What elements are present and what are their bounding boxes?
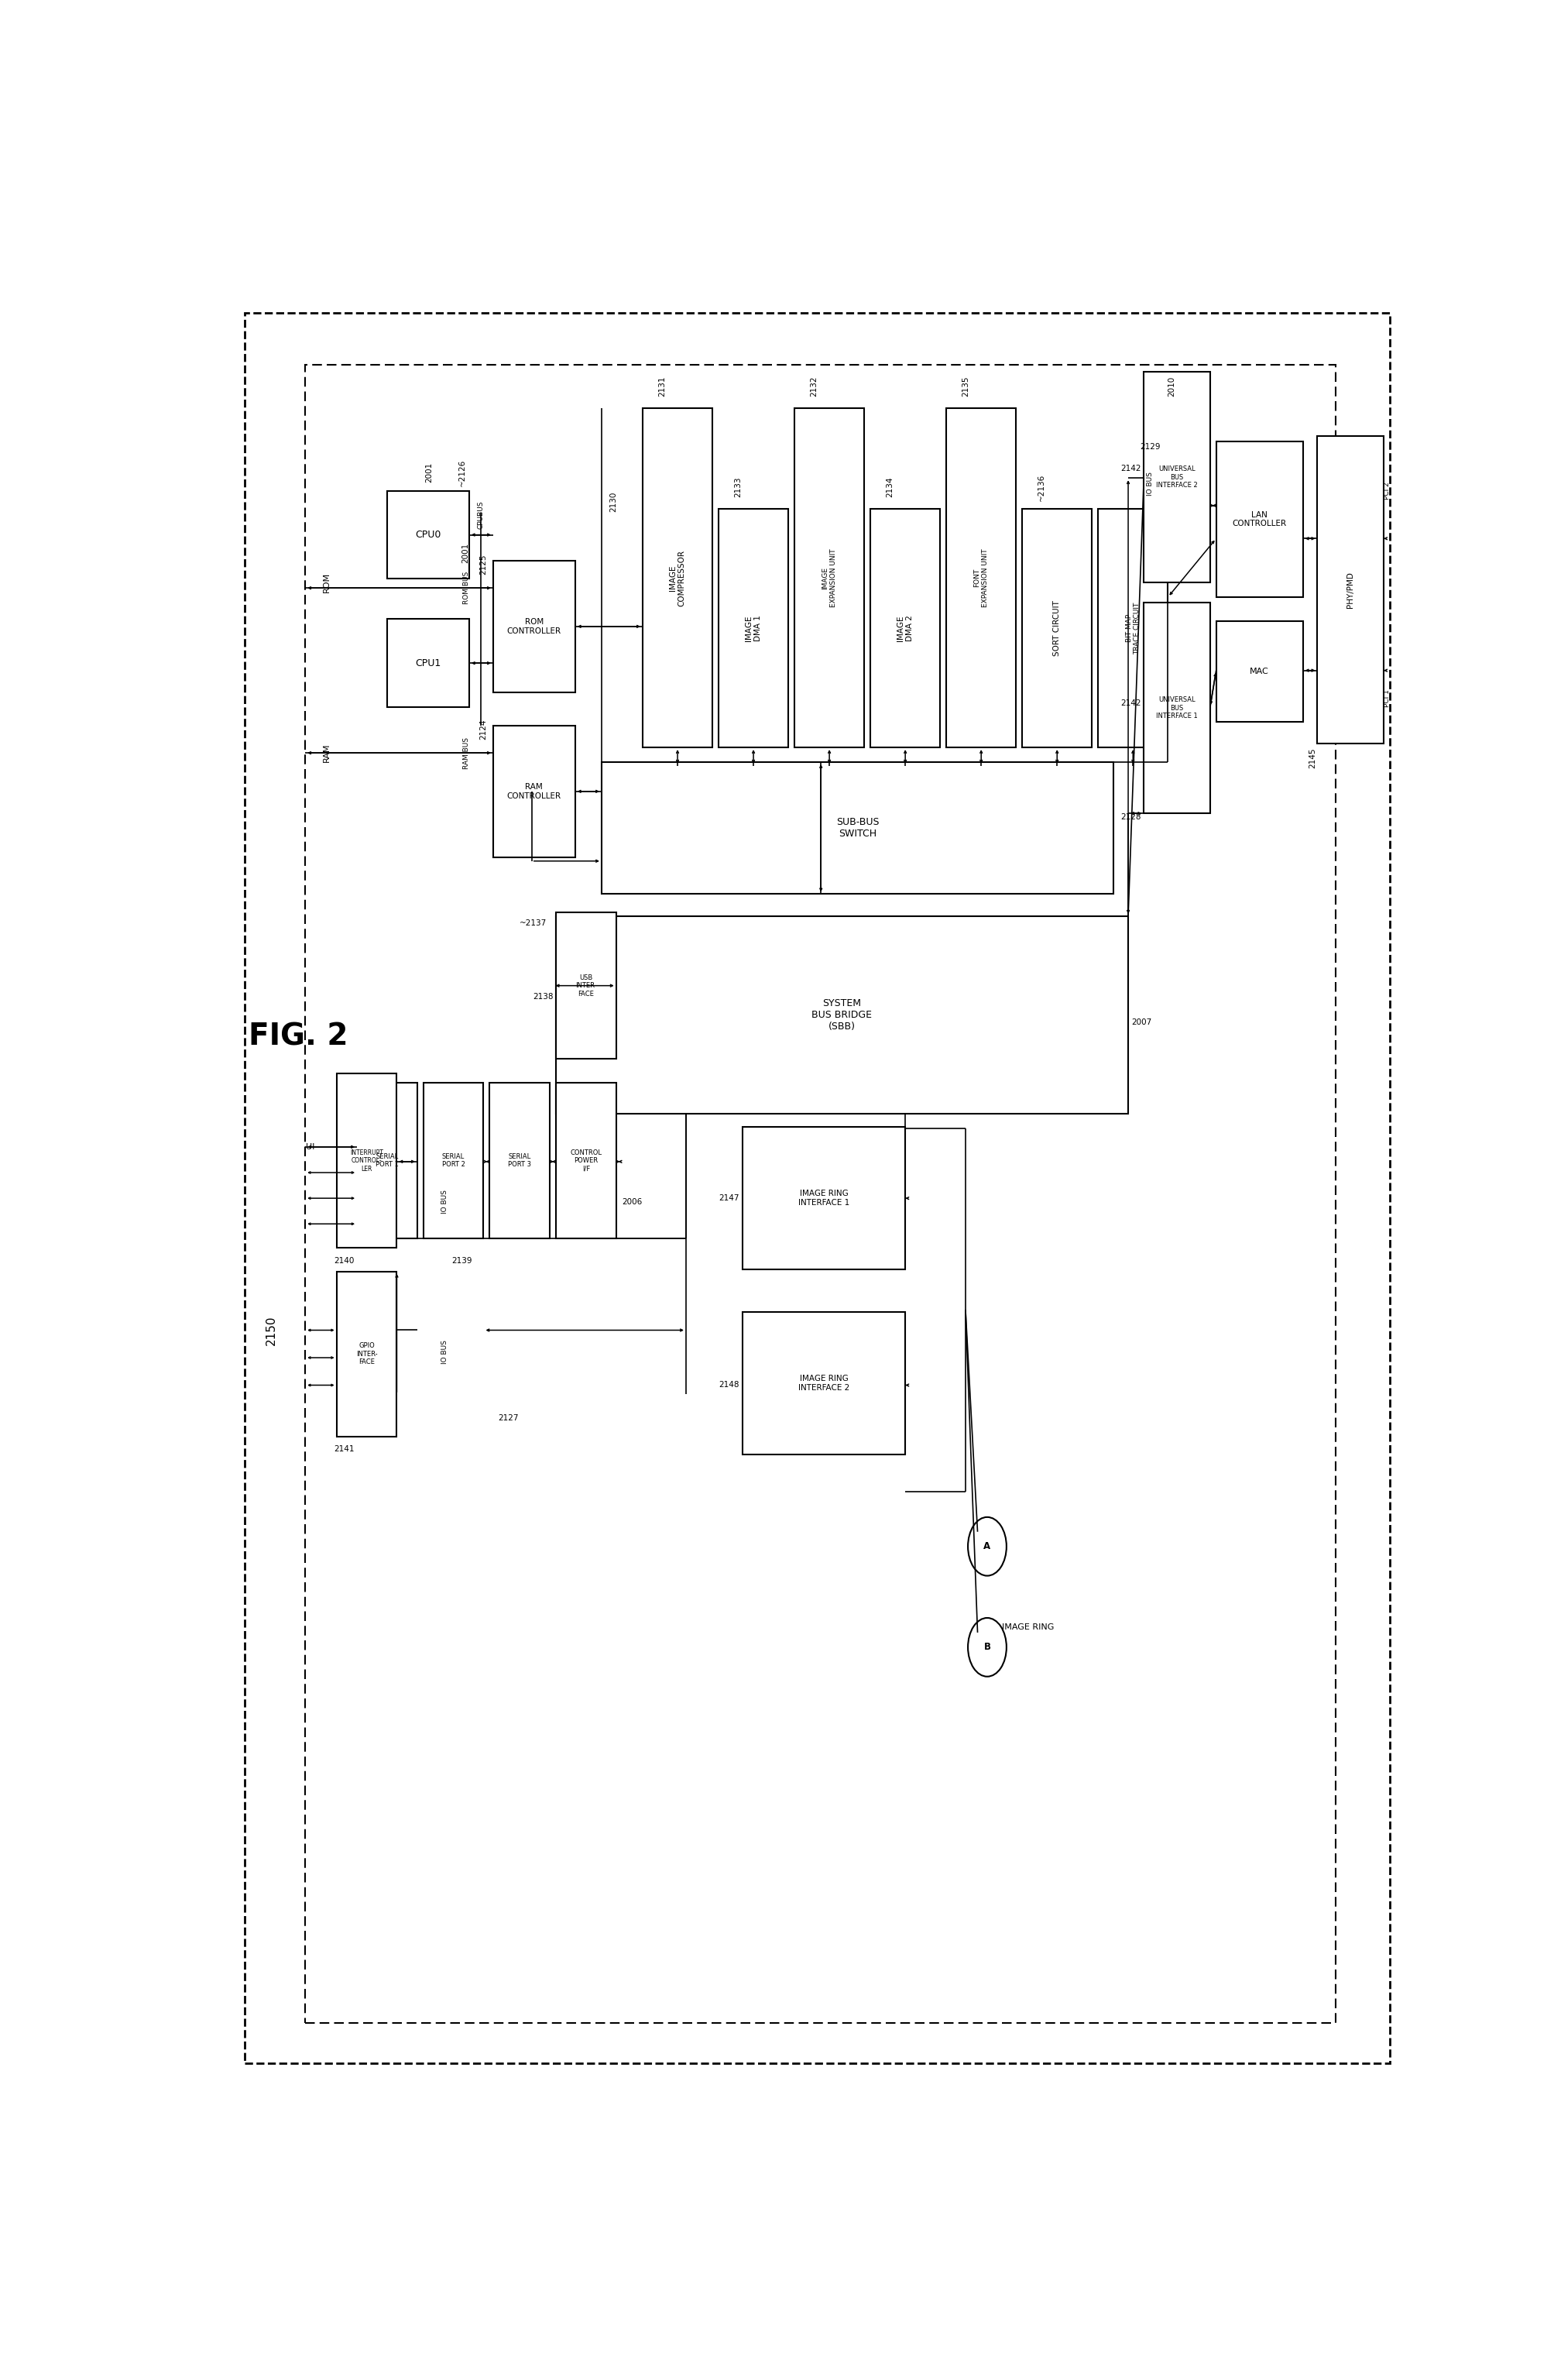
Text: 2124: 2124 bbox=[480, 719, 486, 740]
Text: 2135: 2135 bbox=[962, 376, 970, 397]
Text: PCI 2: PCI 2 bbox=[1383, 483, 1389, 500]
Text: MAC: MAC bbox=[1249, 666, 1268, 676]
Text: 2134: 2134 bbox=[886, 476, 894, 497]
Bar bbox=[743, 1311, 904, 1454]
Text: GPIO
INTER-
FACE: GPIO INTER- FACE bbox=[356, 1342, 378, 1366]
Text: INTERRUPT
CONTROL-
LER: INTERRUPT CONTROL- LER bbox=[350, 1150, 384, 1173]
Text: CONTROL
POWER
I/F: CONTROL POWER I/F bbox=[570, 1150, 601, 1173]
Bar bbox=[387, 490, 469, 578]
Text: 2127: 2127 bbox=[497, 1414, 517, 1421]
Text: FONT
EXPANSION UNIT: FONT EXPANSION UNIT bbox=[973, 550, 988, 607]
Text: ROM
CONTROLLER: ROM CONTROLLER bbox=[507, 619, 561, 635]
Text: SYSTEM
BUS BRIDGE
(SBB): SYSTEM BUS BRIDGE (SBB) bbox=[811, 997, 872, 1031]
Text: IMAGE
COMPRESSOR: IMAGE COMPRESSOR bbox=[668, 550, 685, 607]
Text: 2139: 2139 bbox=[451, 1257, 472, 1264]
Bar bbox=[1144, 371, 1209, 583]
Bar bbox=[556, 1083, 615, 1238]
Text: 2138: 2138 bbox=[533, 992, 553, 1000]
Text: SERIAL
PORT 1: SERIAL PORT 1 bbox=[376, 1154, 398, 1169]
Text: USB
INTER-
FACE: USB INTER- FACE bbox=[575, 973, 597, 997]
Text: ~2126: ~2126 bbox=[458, 459, 466, 486]
Text: RAM: RAM bbox=[323, 743, 331, 762]
Text: IMAGE RING: IMAGE RING bbox=[1001, 1623, 1054, 1630]
Bar bbox=[718, 509, 788, 747]
Text: RAM
CONTROLLER: RAM CONTROLLER bbox=[507, 783, 561, 800]
Text: ROM: ROM bbox=[323, 571, 331, 593]
Bar bbox=[305, 364, 1335, 2023]
Text: ~2137: ~2137 bbox=[519, 919, 547, 928]
Text: 2132: 2132 bbox=[810, 376, 817, 397]
Text: 2142: 2142 bbox=[1120, 700, 1141, 707]
Text: 2007: 2007 bbox=[1131, 1019, 1152, 1026]
Text: 2148: 2148 bbox=[718, 1380, 738, 1390]
Text: 2001: 2001 bbox=[426, 462, 434, 483]
Bar bbox=[1144, 602, 1209, 814]
Bar bbox=[1215, 621, 1302, 721]
Bar bbox=[357, 1083, 416, 1238]
Bar bbox=[1316, 436, 1383, 743]
Text: SERIAL
PORT 2: SERIAL PORT 2 bbox=[441, 1154, 465, 1169]
Text: UI: UI bbox=[306, 1142, 315, 1152]
Text: 2131: 2131 bbox=[657, 376, 665, 397]
Text: 2125: 2125 bbox=[480, 555, 486, 574]
Text: UNIVERSAL
BUS
INTERFACE 1: UNIVERSAL BUS INTERFACE 1 bbox=[1156, 697, 1197, 719]
Bar bbox=[1021, 509, 1091, 747]
Bar bbox=[556, 916, 1128, 1114]
Text: IMAGE RING
INTERFACE 2: IMAGE RING INTERFACE 2 bbox=[797, 1376, 848, 1392]
Bar bbox=[743, 1126, 904, 1269]
Text: 2133: 2133 bbox=[733, 476, 741, 497]
Text: CPU0: CPU0 bbox=[415, 531, 441, 540]
Text: A: A bbox=[984, 1542, 990, 1552]
Text: 2129: 2129 bbox=[1139, 443, 1161, 450]
Text: SORT CIRCUIT: SORT CIRCUIT bbox=[1052, 600, 1060, 657]
Bar bbox=[493, 562, 575, 693]
Text: 2006: 2006 bbox=[622, 1197, 642, 1207]
Bar bbox=[493, 726, 575, 857]
Text: 2145: 2145 bbox=[1308, 747, 1316, 769]
Text: FIG. 2: FIG. 2 bbox=[249, 1023, 348, 1052]
Bar bbox=[601, 762, 1113, 895]
Text: 2142: 2142 bbox=[1120, 464, 1141, 474]
Text: IMAGE
DMA 2: IMAGE DMA 2 bbox=[897, 614, 914, 643]
Bar bbox=[870, 509, 940, 747]
Text: ~2136: ~2136 bbox=[1038, 474, 1044, 500]
Text: UNIVERSAL
BUS
INTERFACE 2: UNIVERSAL BUS INTERFACE 2 bbox=[1156, 466, 1197, 488]
Text: 2140: 2140 bbox=[334, 1257, 354, 1264]
Text: LAN
CONTROLLER: LAN CONTROLLER bbox=[1232, 512, 1287, 528]
Text: ROM BUS: ROM BUS bbox=[463, 571, 469, 605]
Text: IMAGE
DMA 1: IMAGE DMA 1 bbox=[744, 614, 761, 643]
Text: PCI 1: PCI 1 bbox=[1383, 690, 1389, 707]
Bar bbox=[490, 1083, 550, 1238]
Bar bbox=[1097, 509, 1167, 747]
Bar bbox=[946, 409, 1016, 747]
Bar bbox=[336, 1271, 396, 1438]
Text: CPUBUS: CPUBUS bbox=[477, 500, 485, 528]
Text: CPU1: CPU1 bbox=[415, 659, 441, 669]
Text: SERIAL
PORT 3: SERIAL PORT 3 bbox=[508, 1154, 531, 1169]
Text: IMAGE RING
INTERFACE 1: IMAGE RING INTERFACE 1 bbox=[797, 1190, 848, 1207]
Text: 2001: 2001 bbox=[462, 543, 469, 564]
Text: 2130: 2130 bbox=[609, 493, 617, 512]
Text: B: B bbox=[984, 1642, 990, 1652]
Bar bbox=[1215, 440, 1302, 597]
Text: 2150: 2150 bbox=[266, 1316, 277, 1345]
Bar bbox=[642, 409, 712, 747]
Text: 2128: 2128 bbox=[1120, 814, 1141, 821]
Text: RAM BUS: RAM BUS bbox=[463, 738, 469, 769]
Bar bbox=[794, 409, 864, 747]
Text: 2010: 2010 bbox=[1167, 376, 1175, 397]
Bar bbox=[336, 1073, 396, 1247]
Bar bbox=[556, 912, 615, 1059]
Text: IO BUS: IO BUS bbox=[441, 1340, 448, 1364]
Text: SUB-BUS
SWITCH: SUB-BUS SWITCH bbox=[836, 816, 878, 838]
Text: 2147: 2147 bbox=[718, 1195, 738, 1202]
Bar bbox=[423, 1083, 483, 1238]
Text: PHY/PMD: PHY/PMD bbox=[1346, 571, 1354, 607]
Text: IMAGE
EXPANSION UNIT: IMAGE EXPANSION UNIT bbox=[822, 550, 836, 607]
Text: 2141: 2141 bbox=[334, 1445, 354, 1454]
Bar bbox=[387, 619, 469, 707]
Text: IO BUS: IO BUS bbox=[441, 1190, 448, 1214]
Text: BIT MAP
TRACE CIRCUIT: BIT MAP TRACE CIRCUIT bbox=[1125, 602, 1141, 655]
Text: IO BUS: IO BUS bbox=[1145, 471, 1153, 495]
